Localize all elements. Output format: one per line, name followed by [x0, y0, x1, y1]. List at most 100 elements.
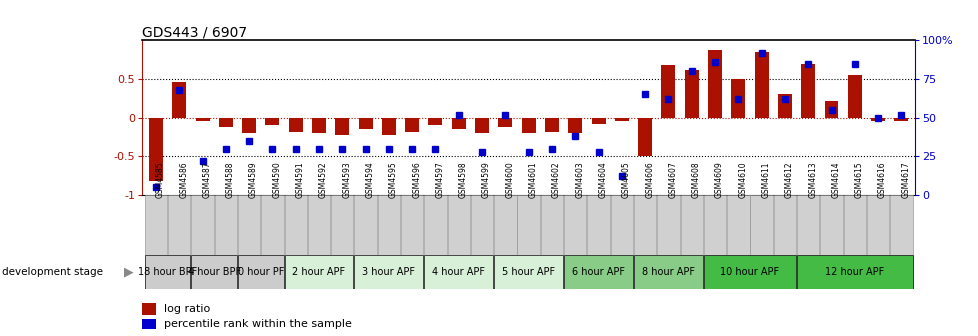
Text: GSM4594: GSM4594: [365, 161, 375, 198]
Bar: [238, 195, 260, 255]
Text: ▶: ▶: [124, 266, 134, 279]
Bar: [470, 195, 493, 255]
Text: GSM4601: GSM4601: [528, 161, 537, 198]
Bar: [634, 255, 702, 289]
Bar: [354, 195, 377, 255]
Bar: [142, 303, 156, 315]
Text: GSM4604: GSM4604: [598, 161, 607, 198]
Text: GSM4592: GSM4592: [319, 161, 328, 198]
Text: 4 hour BPF: 4 hour BPF: [188, 267, 241, 277]
Bar: [423, 255, 493, 289]
Bar: [591, 118, 605, 124]
Bar: [870, 118, 884, 122]
Bar: [238, 255, 284, 289]
Text: GSM4610: GSM4610: [737, 161, 746, 198]
Text: GSM4590: GSM4590: [272, 161, 281, 198]
Bar: [847, 75, 861, 118]
Text: GSM4616: GSM4616: [877, 161, 886, 198]
Bar: [285, 195, 306, 255]
Bar: [498, 118, 511, 127]
Bar: [540, 195, 562, 255]
Bar: [494, 195, 516, 255]
Bar: [521, 118, 535, 133]
Text: GSM4585: GSM4585: [156, 161, 164, 198]
Bar: [778, 94, 791, 118]
Bar: [800, 64, 815, 118]
Bar: [703, 195, 726, 255]
Bar: [378, 195, 400, 255]
Bar: [750, 195, 772, 255]
Bar: [773, 195, 795, 255]
Text: GSM4586: GSM4586: [179, 161, 188, 198]
Bar: [684, 70, 698, 118]
Bar: [214, 195, 237, 255]
Bar: [707, 50, 721, 118]
Bar: [312, 118, 326, 133]
Bar: [242, 118, 256, 133]
Text: GSM4612: GSM4612: [784, 161, 793, 198]
Bar: [191, 195, 213, 255]
Bar: [517, 195, 539, 255]
Text: GSM4598: GSM4598: [459, 161, 467, 198]
Bar: [307, 195, 330, 255]
Bar: [563, 195, 586, 255]
Bar: [474, 118, 489, 133]
Text: 4 hour APF: 4 hour APF: [432, 267, 485, 277]
Text: GSM4615: GSM4615: [854, 161, 863, 198]
Bar: [843, 195, 866, 255]
Bar: [334, 118, 349, 135]
Bar: [867, 195, 888, 255]
Bar: [168, 195, 190, 255]
Bar: [889, 195, 911, 255]
Text: GSM4605: GSM4605: [621, 161, 630, 198]
Text: 18 hour BPF: 18 hour BPF: [138, 267, 197, 277]
Bar: [545, 118, 558, 131]
Text: GSM4597: GSM4597: [435, 161, 444, 198]
Text: GSM4595: GSM4595: [388, 161, 397, 198]
Bar: [261, 195, 284, 255]
Text: 10 hour APF: 10 hour APF: [720, 267, 778, 277]
Bar: [451, 118, 466, 129]
Bar: [587, 195, 609, 255]
Bar: [285, 255, 353, 289]
Text: 8 hour APF: 8 hour APF: [642, 267, 694, 277]
Bar: [401, 195, 422, 255]
Bar: [149, 118, 162, 181]
Bar: [796, 195, 819, 255]
Bar: [614, 118, 628, 122]
Text: GSM4588: GSM4588: [226, 161, 235, 198]
Bar: [894, 118, 908, 122]
Bar: [142, 319, 156, 329]
Text: 3 hour APF: 3 hour APF: [362, 267, 415, 277]
Bar: [196, 118, 209, 122]
Text: GSM4611: GSM4611: [761, 161, 770, 198]
Bar: [447, 195, 469, 255]
Bar: [727, 195, 749, 255]
Text: GSM4589: GSM4589: [248, 161, 258, 198]
Bar: [423, 195, 446, 255]
Bar: [820, 195, 842, 255]
Bar: [638, 118, 651, 156]
Text: GSM4596: GSM4596: [412, 161, 421, 198]
Text: GSM4603: GSM4603: [575, 161, 584, 198]
Bar: [289, 118, 302, 131]
Bar: [331, 195, 353, 255]
Bar: [219, 118, 233, 127]
Text: GSM4600: GSM4600: [505, 161, 513, 198]
Bar: [796, 255, 911, 289]
Bar: [145, 195, 167, 255]
Text: log ratio: log ratio: [163, 304, 209, 314]
Bar: [567, 118, 582, 133]
Bar: [494, 255, 562, 289]
Bar: [731, 79, 744, 118]
Bar: [428, 118, 442, 125]
Text: 2 hour APF: 2 hour APF: [292, 267, 345, 277]
Text: development stage: development stage: [2, 267, 103, 277]
Text: GSM4599: GSM4599: [481, 161, 491, 198]
Bar: [661, 65, 675, 118]
Text: 0 hour PF: 0 hour PF: [238, 267, 284, 277]
Text: GSM4593: GSM4593: [342, 161, 351, 198]
Text: GDS443 / 6907: GDS443 / 6907: [142, 25, 246, 39]
Bar: [381, 118, 395, 135]
Text: GSM4587: GSM4587: [202, 161, 211, 198]
